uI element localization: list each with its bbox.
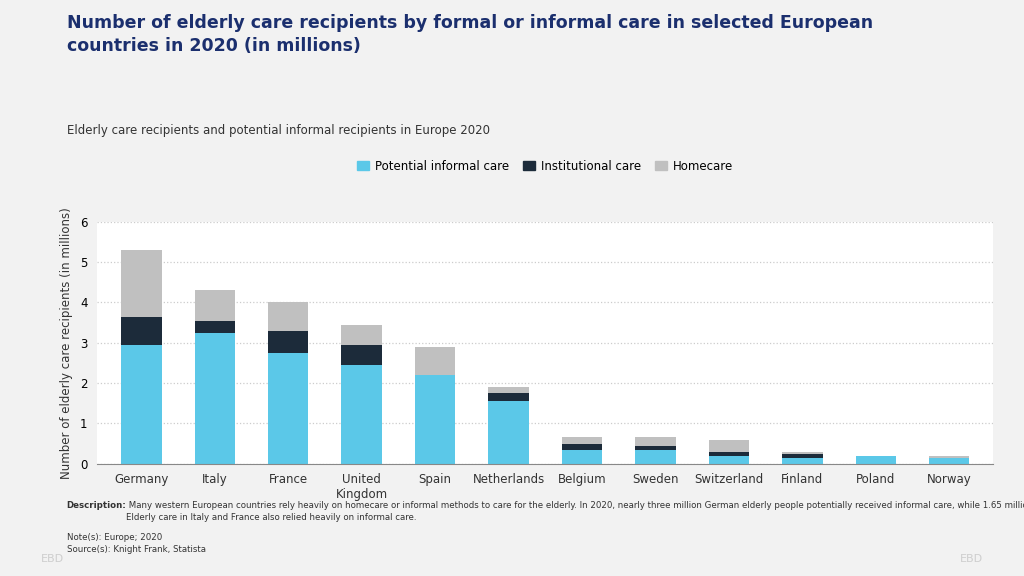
- Bar: [488, 393, 528, 401]
- Bar: [635, 446, 676, 449]
- Bar: [782, 452, 822, 454]
- Text: Many western European countries rely heavily on homecare or informal methods to : Many western European countries rely hea…: [126, 501, 1024, 522]
- Bar: [341, 325, 382, 344]
- Bar: [709, 452, 750, 456]
- Bar: [415, 347, 456, 375]
- Bar: [268, 353, 308, 464]
- Bar: [709, 440, 750, 452]
- Bar: [195, 290, 234, 320]
- Bar: [195, 320, 234, 333]
- Text: Elderly care recipients and potential informal recipients in Europe 2020: Elderly care recipients and potential in…: [67, 124, 489, 137]
- Bar: [929, 457, 970, 458]
- Y-axis label: Number of elderly care recipients (in millions): Number of elderly care recipients (in mi…: [60, 207, 73, 479]
- Bar: [268, 331, 308, 353]
- Bar: [268, 302, 308, 331]
- Legend: Potential informal care, Institutional care, Homecare: Potential informal care, Institutional c…: [352, 155, 738, 177]
- Bar: [782, 454, 822, 458]
- Bar: [562, 444, 602, 449]
- Bar: [341, 365, 382, 464]
- Bar: [709, 456, 750, 464]
- Bar: [782, 458, 822, 464]
- Bar: [121, 344, 162, 464]
- Bar: [856, 456, 896, 464]
- Bar: [562, 449, 602, 464]
- Text: EBD: EBD: [959, 555, 983, 564]
- Text: Description:: Description:: [67, 501, 126, 510]
- Bar: [341, 344, 382, 365]
- Text: Note(s): Europe; 2020
Source(s): Knight Frank, Statista: Note(s): Europe; 2020 Source(s): Knight …: [67, 533, 206, 554]
- Text: EBD: EBD: [41, 555, 65, 564]
- Bar: [929, 458, 970, 464]
- Bar: [121, 317, 162, 344]
- Bar: [562, 438, 602, 444]
- Bar: [195, 333, 234, 464]
- Bar: [635, 449, 676, 464]
- Bar: [635, 437, 676, 446]
- Bar: [929, 456, 970, 457]
- Text: Number of elderly care recipients by formal or informal care in selected Europea: Number of elderly care recipients by for…: [67, 14, 872, 55]
- Bar: [488, 401, 528, 464]
- Bar: [488, 387, 528, 393]
- Bar: [415, 375, 456, 464]
- Bar: [121, 250, 162, 317]
